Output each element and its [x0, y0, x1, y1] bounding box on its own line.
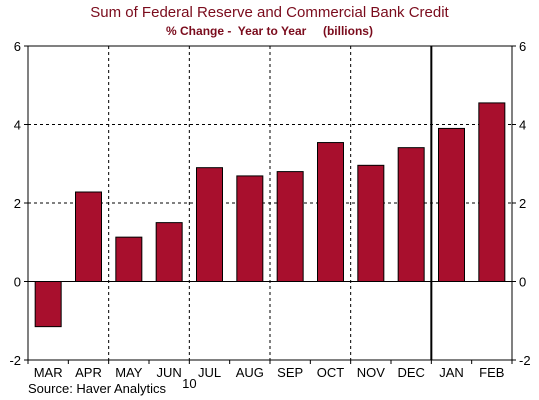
y-tick-label-right: 0: [519, 275, 526, 290]
x-tick-label-dec: DEC: [397, 365, 424, 380]
y-tick-label-right: 2: [519, 196, 526, 211]
chart-subtitle: % Change - Year to Year (billions): [166, 24, 373, 38]
y-tick-label-right: 4: [519, 118, 526, 133]
x-tick-label-mar: MAR: [34, 365, 63, 380]
y-tick-label-left: 2: [14, 196, 21, 211]
x-tick-label-sep: SEP: [277, 365, 303, 380]
x-tick-label-feb: FEB: [479, 365, 504, 380]
source-note: Source: Haver Analytics: [28, 381, 167, 396]
bar-jan: [438, 127, 465, 282]
bar-jun: [155, 222, 183, 282]
x-tick-label-may: MAY: [115, 365, 143, 380]
x-tick-label-oct: OCT: [317, 365, 345, 380]
bar-mar: [34, 281, 62, 328]
y-tick-label-left: 4: [14, 118, 21, 133]
bar-aug: [236, 175, 264, 282]
x-tick-label-apr: APR: [75, 365, 102, 380]
axes: [24, 45, 516, 364]
x-tick-label-jan: JAN: [439, 365, 464, 380]
bars: [34, 102, 506, 328]
bar-dec: [397, 147, 425, 282]
bar-jul: [196, 167, 223, 282]
bar-oct: [317, 142, 344, 282]
bar-may: [115, 236, 143, 283]
bar-feb: [478, 102, 506, 282]
y-tick-label-right: -2: [519, 353, 531, 368]
bar-sep: [276, 171, 304, 283]
year-label: 10: [182, 376, 196, 391]
x-tick-label-aug: AUG: [236, 365, 264, 380]
y-tick-label-right: 6: [519, 39, 526, 54]
bar-nov: [357, 164, 385, 283]
x-tick-label-nov: NOV: [357, 365, 386, 380]
bar-apr: [75, 191, 102, 282]
axis-labels: -2 -2 0 0 2 2 4 4 6 6 MAR APR MAY JUN JUL AUG SEP OCT NOV D…: [9, 39, 530, 391]
y-tick-label-left: 6: [14, 39, 21, 54]
x-tick-label-jun: JUN: [157, 365, 182, 380]
x-tick-label-jul: JUL: [198, 365, 221, 380]
chart-title: Sum of Federal Reserve and Commercial Ba…: [90, 4, 449, 21]
y-tick-label-left: -2: [9, 353, 21, 368]
y-tick-label-left: 0: [14, 275, 21, 290]
